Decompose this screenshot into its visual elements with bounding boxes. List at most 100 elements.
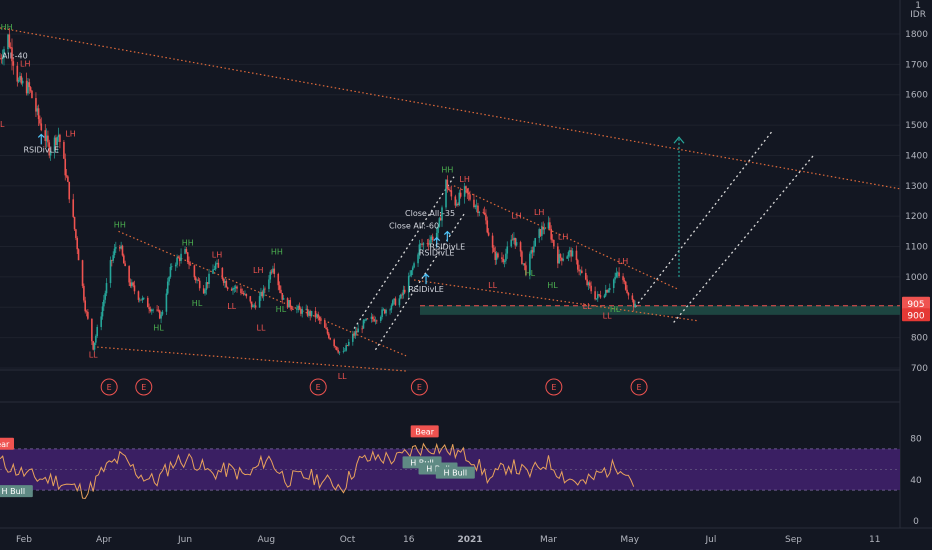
- candle-up: [608, 288, 611, 290]
- candle-down: [9, 47, 12, 48]
- candle-up: [212, 269, 214, 274]
- candle-down: [137, 291, 140, 300]
- time-axis[interactable]: Feb Apr Jun Aug Oct 16 2021 Mar May Jul Sep 11: [16, 535, 880, 545]
- candle-down: [559, 254, 562, 258]
- candle-up: [441, 207, 443, 221]
- channel-line[interactable]: [634, 130, 773, 308]
- price-tick-label: 1100: [905, 243, 928, 253]
- candle-down: [132, 282, 134, 286]
- price-tick-label: 1700: [905, 60, 928, 70]
- candle-up: [1, 57, 4, 59]
- earnings-marker-label: E: [316, 383, 321, 392]
- candle-down: [75, 229, 77, 238]
- candle-down: [336, 346, 338, 351]
- channel-line[interactable]: [673, 155, 814, 323]
- candle-up: [505, 253, 507, 261]
- candle-up: [196, 279, 198, 281]
- candle-down: [590, 285, 592, 292]
- time-tick-label: Aug: [257, 535, 275, 545]
- swing-label-ll: LL: [0, 120, 5, 129]
- candle-down: [467, 192, 470, 195]
- candle-up: [567, 252, 570, 257]
- candle-down: [632, 299, 635, 308]
- price-badge[interactable]: [902, 296, 930, 310]
- target-arrow-head[interactable]: [673, 136, 685, 144]
- candle-up: [214, 263, 217, 270]
- candle-up: [541, 227, 543, 236]
- candle-up: [260, 291, 262, 297]
- candle-up: [105, 283, 108, 294]
- price-tick-label: 800: [911, 334, 928, 344]
- candle-down: [314, 310, 317, 318]
- candle-down: [539, 229, 542, 236]
- candle-up: [370, 316, 373, 319]
- candle-up: [49, 150, 52, 156]
- earnings-marker-circle[interactable]: [135, 378, 153, 396]
- trendline-wedge-lower[interactable]: [93, 346, 407, 372]
- strategy-label: RSIDivLE: [408, 285, 444, 294]
- price-tick-label: 700: [911, 364, 928, 374]
- earnings-marker-label: E: [637, 383, 642, 392]
- candle-up: [463, 186, 466, 197]
- candle-down: [37, 108, 40, 120]
- candle-down: [133, 285, 136, 292]
- candle-up: [216, 262, 218, 264]
- candle-down: [457, 203, 459, 205]
- candle-up: [393, 298, 395, 301]
- candle-up: [458, 192, 461, 205]
- candle-down: [309, 311, 312, 317]
- trendline-long-term-resistance[interactable]: [0, 27, 901, 190]
- candle-down: [320, 320, 322, 321]
- candle-down: [403, 289, 406, 293]
- candle-down: [401, 294, 403, 296]
- earnings-marker-circle[interactable]: [100, 378, 118, 396]
- candle-up: [365, 318, 367, 321]
- trendlines[interactable]: [0, 27, 901, 372]
- candle-up: [232, 288, 234, 291]
- candle-down: [606, 289, 608, 293]
- channel-line[interactable]: [353, 176, 455, 329]
- time-tick-label: Mar: [540, 535, 557, 545]
- signal-label: H Bull: [2, 487, 26, 496]
- candle-down: [326, 329, 329, 334]
- candle-down: [337, 350, 339, 353]
- earnings-marker-circle[interactable]: [410, 378, 428, 396]
- price-axis[interactable]: 7008009001000110012001300140015001600170…: [902, 30, 930, 527]
- candle-up: [354, 331, 357, 336]
- candle-up: [252, 305, 254, 308]
- candle-up: [244, 293, 246, 295]
- earnings-marker-circle[interactable]: [630, 378, 648, 396]
- swing-label-hl: HL: [610, 305, 621, 314]
- earnings-marker-label: E: [141, 383, 146, 392]
- earnings-marker-circle[interactable]: [309, 378, 327, 396]
- candle-down: [189, 264, 192, 266]
- candle-down: [157, 309, 160, 311]
- candle-up: [381, 309, 383, 317]
- candle-down: [63, 141, 65, 159]
- candle-up: [612, 279, 615, 289]
- trendline-wedge2-upper[interactable]: [453, 185, 678, 290]
- candle-down: [383, 309, 386, 314]
- candle-down: [599, 295, 602, 298]
- candle-up: [411, 267, 414, 271]
- candle-down: [47, 135, 49, 143]
- swing-label-ll: LL: [256, 323, 265, 332]
- candle-down: [250, 301, 253, 308]
- candle-up: [566, 256, 568, 259]
- channel-line[interactable]: [374, 212, 466, 351]
- candle-up: [478, 212, 481, 214]
- candle-down: [557, 246, 559, 264]
- candle-up: [96, 326, 98, 337]
- candle-up: [429, 240, 431, 245]
- time-tick-label: 11: [869, 535, 880, 545]
- candle-down: [221, 267, 224, 279]
- candle-down: [206, 282, 209, 284]
- candle-down: [300, 308, 302, 314]
- price-badge[interactable]: [902, 308, 930, 322]
- earnings-marker-circle[interactable]: [545, 378, 563, 396]
- candle-up: [308, 311, 310, 316]
- candle-down: [292, 308, 294, 310]
